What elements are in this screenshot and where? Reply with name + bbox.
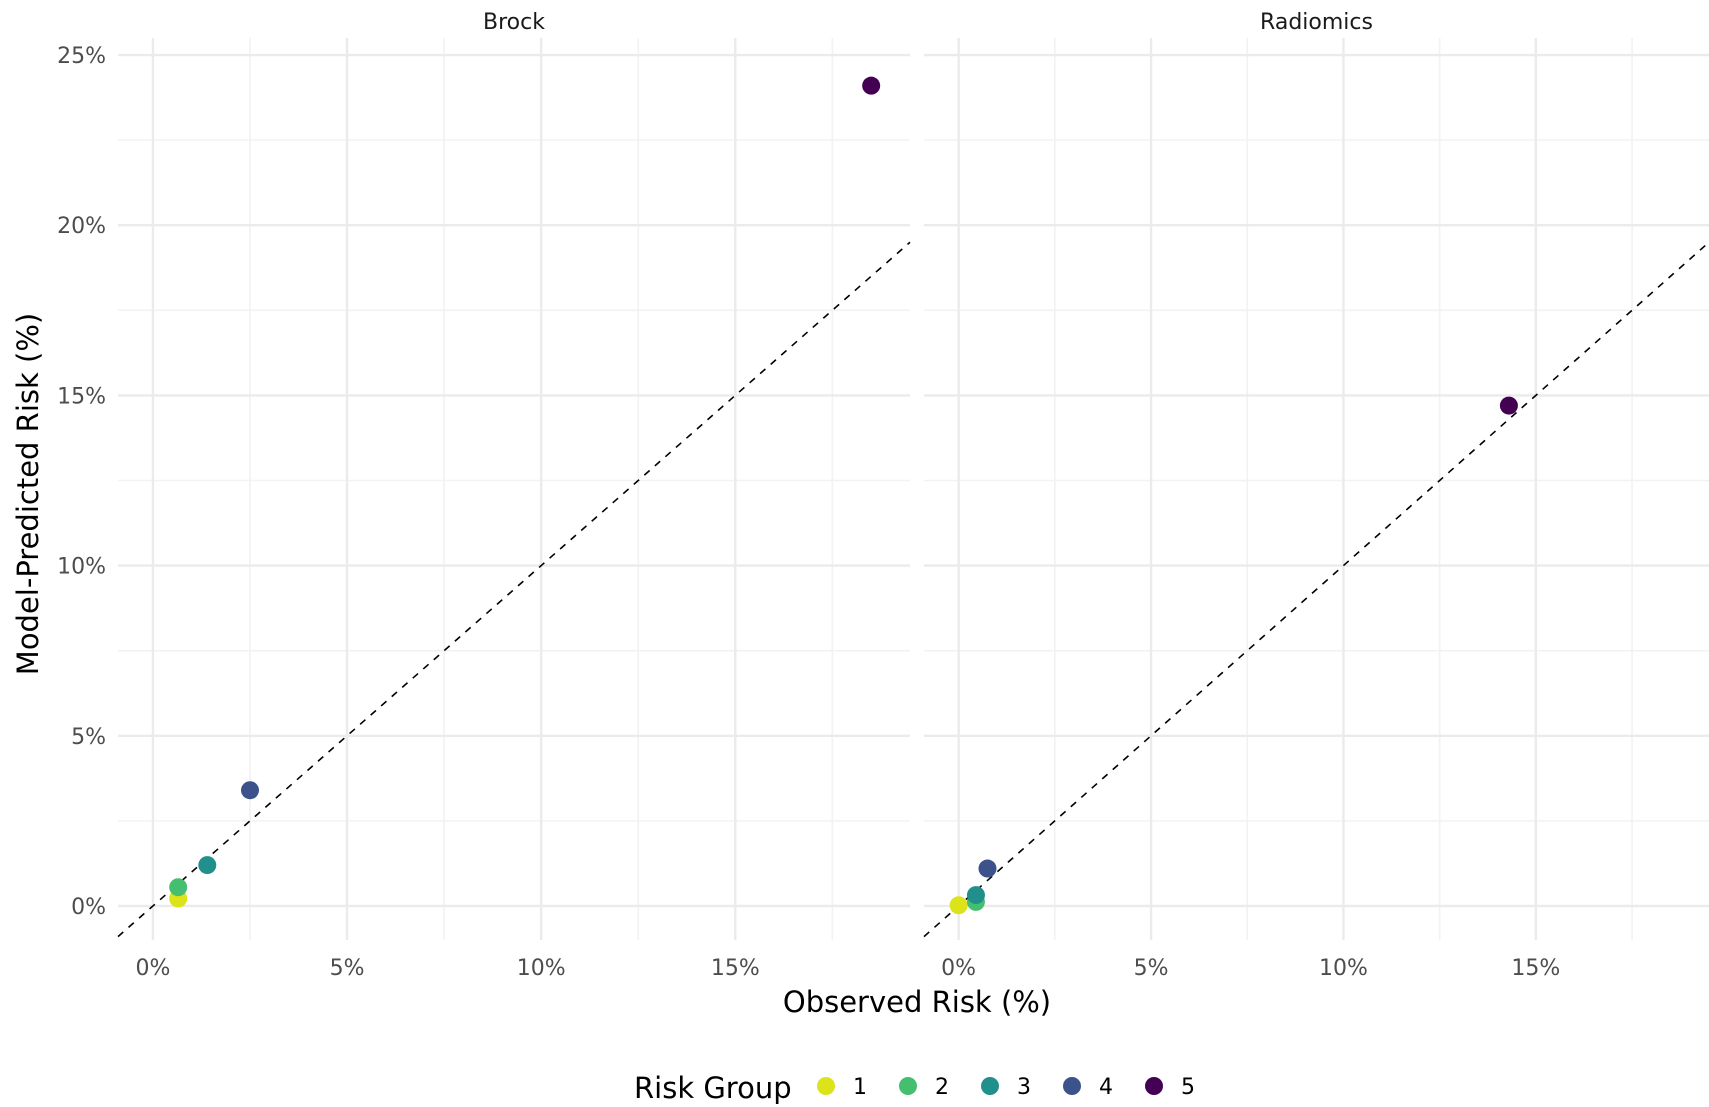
y-tick-label: 20% (57, 214, 106, 239)
legend-label: 3 (1017, 1075, 1031, 1100)
x-tick-label: 0% (941, 956, 976, 981)
panel-title: Radiomics (1260, 10, 1373, 35)
panel-brock: Brock 0% 5% 10% 15% (117, 10, 911, 981)
panels: Brock 0% 5% 10% 15% Radiomics 0% 5% 10% 15% (117, 10, 1709, 981)
x-tick-label: 5% (330, 956, 365, 981)
legend-label: 4 (1099, 1075, 1113, 1100)
legend-key-3 (981, 1077, 999, 1095)
legend-key-2 (899, 1077, 917, 1095)
y-tick-label: 15% (57, 384, 106, 409)
legend-key-4 (1063, 1077, 1081, 1095)
legend-label: 5 (1181, 1075, 1195, 1100)
legend-key-1 (817, 1077, 835, 1095)
legend: Risk Group 1 2 3 4 5 (634, 1071, 1195, 1105)
point-group-5 (1499, 396, 1518, 415)
panel-title: Brock (483, 10, 545, 35)
legend-label: 1 (853, 1075, 867, 1100)
point-group-5 (862, 76, 881, 95)
legend-title: Risk Group (634, 1071, 792, 1105)
x-tick-label: 10% (1319, 956, 1368, 981)
point-group-4 (241, 781, 259, 800)
legend-key-5 (1145, 1077, 1163, 1095)
point-group-2 (169, 878, 188, 897)
x-tick-label: 10% (517, 956, 566, 981)
legend-label: 2 (935, 1075, 949, 1100)
y-axis-title: Model-Predicted Risk (%) (11, 313, 45, 675)
x-tick-label: 0% (135, 956, 170, 981)
x-tick-label: 15% (711, 956, 760, 981)
x-tick-label: 15% (1511, 956, 1560, 981)
y-tick-label: 10% (57, 555, 106, 580)
reference-line (117, 241, 911, 938)
reference-line (923, 241, 1709, 938)
point-group-1 (949, 896, 968, 915)
x-axis-title: Observed Risk (%) (783, 985, 1051, 1019)
y-tick-label: 25% (57, 44, 106, 69)
x-tick-label: 5% (1134, 956, 1169, 981)
point-group-3 (966, 886, 985, 905)
y-tick-label: 0% (71, 895, 106, 920)
panel-radiomics: Radiomics 0% 5% 10% 15% (923, 10, 1709, 981)
point-group-3 (198, 856, 217, 875)
y-tick-label: 5% (71, 725, 106, 750)
point-group-4 (978, 859, 997, 878)
y-axis-ticks: 0% 5% 10% 15% 20% 25% (57, 44, 106, 920)
